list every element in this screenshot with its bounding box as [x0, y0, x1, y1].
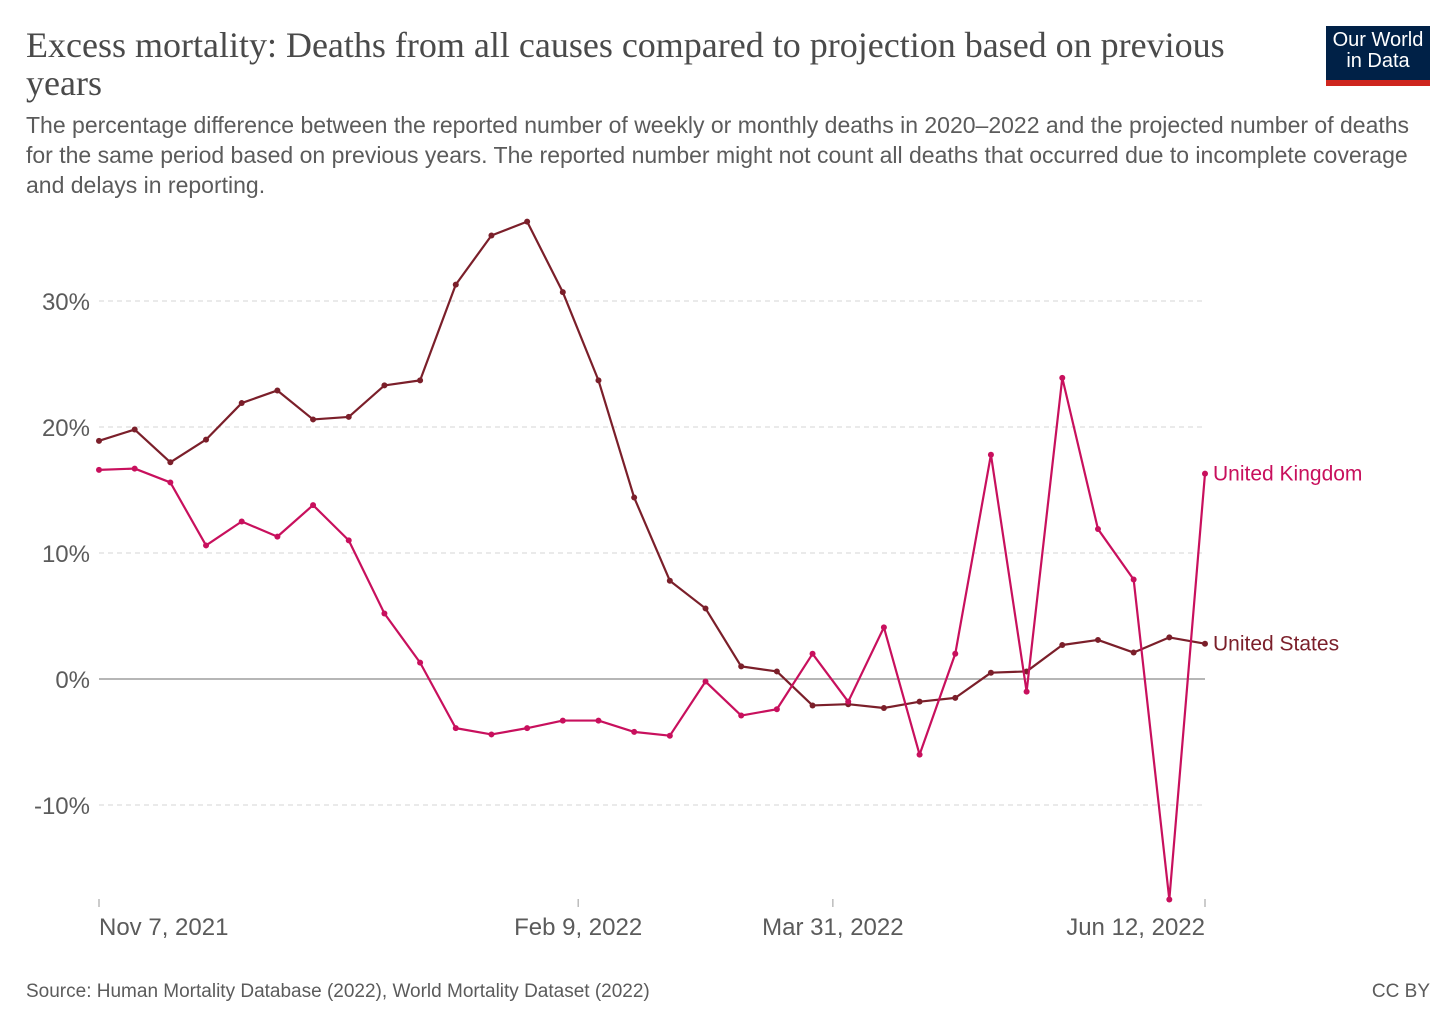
- data-point-united-states: [310, 416, 317, 423]
- data-point-united-states: [987, 669, 994, 676]
- chart-subtitle: The percentage difference between the re…: [26, 112, 1410, 198]
- data-point-united-states: [559, 289, 566, 296]
- data-point-united-states: [274, 387, 281, 394]
- series-line-united-kingdom: [98, 376, 1207, 901]
- data-point-united-kingdom: [880, 624, 887, 631]
- data-point-united-states: [96, 437, 102, 444]
- data-point-united-kingdom: [417, 659, 424, 666]
- owid-logo[interactable]: Our World in Data: [1326, 26, 1430, 86]
- data-point-united-kingdom: [845, 698, 852, 705]
- data-point-united-kingdom: [631, 728, 638, 735]
- series-line-united-states: [98, 220, 1206, 710]
- data-point-united-states: [524, 218, 531, 225]
- data-point-united-kingdom: [96, 466, 102, 473]
- data-point-united-kingdom: [1202, 470, 1208, 477]
- x-tick-label: Feb 9, 2022: [514, 914, 642, 941]
- x-tick-label: Mar 31, 2022: [762, 914, 903, 941]
- data-point-united-kingdom: [952, 650, 959, 657]
- data-point-united-states: [773, 668, 780, 675]
- data-point-united-kingdom: [559, 717, 566, 724]
- data-point-united-kingdom: [1023, 688, 1030, 695]
- data-point-united-states: [809, 702, 816, 709]
- data-point-united-states: [203, 436, 210, 443]
- y-tick-label: 0%: [55, 667, 90, 694]
- data-point-united-states: [952, 694, 959, 701]
- data-point-united-kingdom: [1166, 896, 1173, 903]
- data-point-united-kingdom: [524, 725, 531, 732]
- data-point-united-kingdom: [1094, 526, 1101, 533]
- data-point-united-states: [381, 382, 388, 389]
- data-point-united-states: [131, 426, 138, 433]
- y-tick-label: -10%: [34, 793, 90, 820]
- data-point-united-kingdom: [452, 725, 459, 732]
- data-point-united-states: [1130, 649, 1137, 656]
- data-point-united-states: [167, 459, 174, 466]
- data-point-united-kingdom: [1059, 374, 1066, 381]
- data-point-united-states: [417, 377, 424, 384]
- data-point-united-states: [1059, 641, 1066, 648]
- data-point-united-states: [702, 605, 709, 612]
- data-point-united-kingdom: [381, 610, 388, 617]
- data-point-united-kingdom: [809, 650, 816, 657]
- data-point-united-states: [880, 704, 887, 711]
- series-label-united-states: United States: [1213, 633, 1339, 656]
- y-tick-label: 20%: [42, 415, 90, 442]
- y-tick-label: 10%: [42, 541, 90, 568]
- data-point-united-kingdom: [1130, 576, 1137, 583]
- data-point-united-kingdom: [131, 465, 138, 472]
- series-label-united-kingdom: United Kingdom: [1213, 463, 1362, 486]
- data-point-united-states: [1166, 634, 1173, 641]
- data-point-united-kingdom: [666, 732, 673, 739]
- data-point-united-kingdom: [738, 712, 745, 719]
- data-point-united-kingdom: [595, 717, 602, 724]
- data-point-united-kingdom: [310, 502, 317, 509]
- data-point-united-kingdom: [702, 678, 709, 685]
- x-tick-label: Jun 12, 2022: [1066, 914, 1205, 941]
- data-point-united-kingdom: [274, 533, 281, 540]
- data-point-united-kingdom: [167, 479, 174, 486]
- data-point-united-kingdom: [345, 537, 352, 544]
- data-point-united-states: [1094, 636, 1101, 643]
- data-point-united-kingdom: [203, 542, 210, 549]
- chart-title: Excess mortality: Deaths from all causes…: [26, 25, 1225, 103]
- x-tick-label: Nov 7, 2021: [99, 914, 228, 941]
- data-point-united-states: [1202, 640, 1208, 647]
- data-point-united-kingdom: [238, 518, 245, 525]
- data-point-united-kingdom: [773, 706, 780, 713]
- data-point-united-states: [595, 377, 602, 384]
- data-point-united-states: [631, 494, 638, 501]
- data-point-united-states: [666, 577, 673, 584]
- data-point-united-states: [916, 698, 923, 705]
- y-tick-label: 30%: [42, 289, 90, 316]
- data-point-united-states: [452, 281, 459, 288]
- data-point-united-states: [488, 232, 495, 239]
- source-note[interactable]: Source: Human Mortality Database (2022),…: [26, 981, 650, 1002]
- data-point-united-kingdom: [488, 731, 495, 738]
- data-point-united-kingdom: [916, 751, 923, 758]
- license-label[interactable]: CC BY: [1371, 981, 1430, 1002]
- data-point-united-states: [738, 663, 745, 670]
- data-point-united-states: [238, 400, 245, 407]
- data-point-united-kingdom: [987, 451, 994, 458]
- data-point-united-states: [345, 413, 352, 420]
